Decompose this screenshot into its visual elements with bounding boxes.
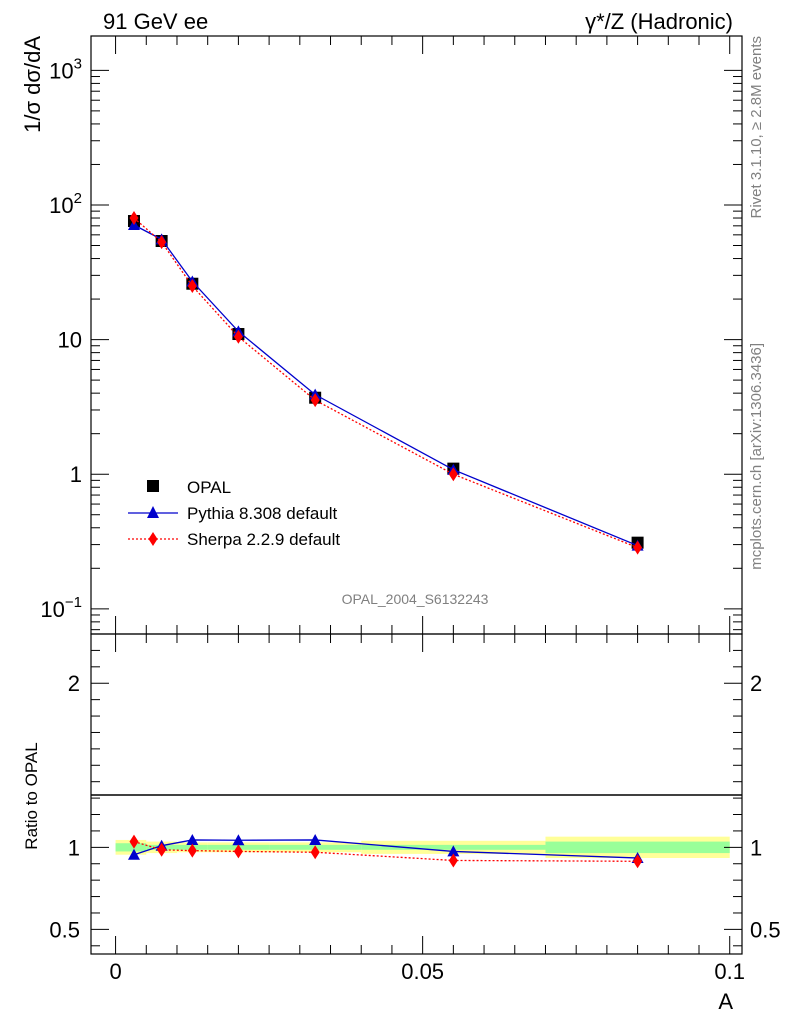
top-ylabel: 1/σ dσ/dA [20, 36, 45, 133]
mcplots-label: mcplots.cern.ch [arXiv:1306.3436] [748, 343, 765, 570]
ratio-y-tick-label: 0.5 [49, 917, 80, 942]
ratio-data-point [186, 833, 199, 845]
data-point [129, 211, 139, 226]
x-tick-label: 0 [109, 959, 121, 984]
data-point [310, 393, 320, 408]
top-y-tick-label: 10 [58, 328, 82, 353]
rivet-label: Rivet 3.1.10, ≥ 2.8M events [748, 36, 765, 219]
data-point [633, 540, 643, 555]
top-y-tick-label: 103 [49, 55, 82, 83]
ratio-ylabel: Ratio to OPAL [22, 742, 41, 849]
ratio-y-tick-label-right: 1 [750, 835, 762, 860]
top-y-tick-label: 10−1 [40, 594, 82, 622]
legend-item-sherpa: Sherpa 2.2.9 default [128, 530, 340, 549]
ratio-data-point [157, 842, 167, 857]
legend: OPAL Pythia 8.308 default Sherpa 2.2.9 d… [128, 478, 340, 549]
ratio-y-tick-label-right: 0.5 [750, 917, 781, 942]
ratio-axis-ticks: 0.5 0.5 1 1 2 2 [49, 634, 781, 954]
ratio-panel: 0.5 0.5 1 1 2 2 [49, 633, 781, 955]
series-line [133, 224, 638, 547]
data-point [448, 467, 458, 482]
legend-diamond-marker [148, 532, 158, 546]
legend-label-pythia: Pythia 8.308 default [187, 504, 338, 523]
ratio-data-point [233, 844, 243, 859]
ratio-data-point [448, 853, 458, 868]
ratio-data-point [310, 845, 320, 860]
ratio-data-point [447, 845, 460, 857]
inner-band [115, 843, 147, 852]
series-line [133, 217, 638, 549]
ratio-y-tick-label: 2 [68, 671, 80, 696]
ratio-data-point [187, 843, 197, 858]
top-series-group [127, 211, 644, 555]
x-tick-label: 0.1 [714, 959, 745, 984]
data-point [157, 235, 167, 250]
main-panel: 10−1 1 10 102 103 [40, 35, 743, 635]
ratio-data-point [633, 854, 643, 869]
legend-item-opal: OPAL [147, 478, 231, 497]
data-point [187, 279, 197, 294]
x-tick-labels: 0 0.05 0.1 [109, 959, 745, 984]
top-axis-ticks: 10−1 1 10 102 103 [40, 36, 742, 634]
legend-square-marker [147, 480, 159, 492]
ratio-data-point [129, 834, 139, 849]
ratio-series-group [127, 833, 644, 869]
ratio-data-point [232, 834, 245, 846]
ratio-y-tick-label: 1 [68, 835, 80, 860]
legend-item-pythia: Pythia 8.308 default [128, 504, 338, 523]
top-y-tick-label: 102 [49, 190, 82, 218]
inner-band [545, 841, 730, 854]
ratio-data-point [309, 833, 322, 845]
ratio-y-tick-label-right: 2 [750, 671, 762, 696]
x-axis-label: A [718, 989, 733, 1014]
data-point [233, 329, 243, 344]
top-y-tick-label: 1 [70, 462, 82, 487]
legend-label-opal: OPAL [187, 478, 231, 497]
x-tick-label: 0.05 [401, 959, 444, 984]
legend-label-sherpa: Sherpa 2.2.9 default [187, 530, 340, 549]
ratio-frame [90, 633, 743, 955]
legend-triangle-marker [147, 506, 159, 518]
header-right: γ*/Z (Hadronic) [585, 9, 733, 34]
analysis-id: OPAL_2004_S6132243 [342, 591, 489, 607]
ratio-data-point [127, 848, 140, 860]
header-left: 91 GeV ee [103, 9, 208, 34]
